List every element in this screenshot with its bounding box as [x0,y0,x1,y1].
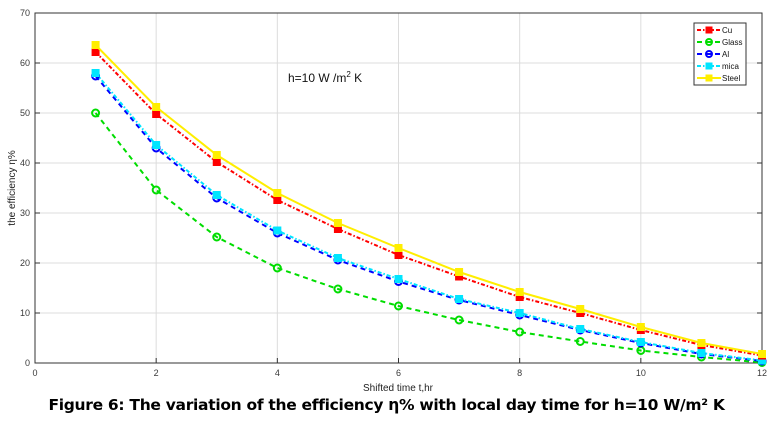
data-point-mica [455,295,464,303]
data-point-glass [333,284,343,294]
legend-item-mica: mica [697,62,739,71]
legend: Cu Glass Al mica Steel [693,22,747,86]
legend-marker [705,50,713,58]
data-point-mica [697,349,706,357]
x-axis-ticks: 0 2 4 6 8 10 12 [32,358,767,378]
x-tick-label: 12 [757,368,767,378]
annotation-h-value: h=10 W /m2 K [288,70,362,85]
x-tick-label: 0 [32,368,37,378]
legend-marker [705,38,713,46]
legend-item-glass: Glass [697,38,742,47]
y-tick-label: 20 [20,258,30,268]
y-axis-ticks: 0 10 20 30 40 50 60 70 [20,8,762,368]
data-point-mica [636,338,645,346]
data-point-glass [515,327,525,337]
series-mica [91,69,766,365]
y-tick-label: 50 [20,108,30,118]
grid [35,13,762,363]
data-point-steel [515,288,524,296]
data-point-glass [454,315,464,325]
data-point-cu [212,158,221,166]
figure-caption: Figure 6: The variation of the efficienc… [48,396,725,414]
legend-marker [705,26,713,34]
data-point-steel [394,244,403,252]
data-point-mica [273,226,282,235]
legend-marker [705,62,713,70]
data-point-mica [212,191,221,199]
data-point-steel [636,323,645,331]
legend-item-steel: Steel [697,74,740,83]
y-tick-label: 10 [20,308,30,318]
data-point-steel [758,350,766,358]
series-line-al [94,75,763,362]
series-glass [91,108,767,367]
series-line-glass [94,112,763,364]
data-point-mica [91,69,100,77]
series-line-mica [94,72,763,362]
data-point-cu [91,48,100,56]
legend-label: mica [722,62,739,71]
data-point-mica [152,141,161,149]
data-point-cu [152,110,161,118]
legend-item-al: Al [697,50,729,59]
data-point-steel [697,339,706,347]
x-tick-label: 8 [517,368,522,378]
legend-label: Cu [722,26,732,35]
data-point-steel [455,268,464,276]
y-tick-label: 60 [20,58,30,68]
data-point-steel [333,219,342,227]
series-layer [91,41,767,367]
data-point-steel [273,189,282,197]
y-tick-label: 70 [20,8,30,18]
series-line-cu [94,51,763,357]
data-point-glass [91,108,101,118]
x-tick-label: 6 [396,368,401,378]
data-point-cu [394,251,403,259]
x-tick-label: 4 [275,368,280,378]
data-point-cu [273,196,282,204]
legend-marker [705,74,713,82]
efficiency-chart: 0 2 4 6 8 10 12 0 10 20 30 40 50 60 70 h=10 W /m2 K S… [7,8,767,394]
data-point-mica [333,254,342,262]
data-point-steel [212,151,221,159]
y-tick-label: 40 [20,158,30,168]
data-point-steel [576,305,585,313]
data-point-steel [91,41,100,49]
x-axis-label: Shifted time t,hr [363,383,434,394]
legend-item-cu: Cu [697,26,732,35]
series-steel [91,41,766,358]
data-point-glass [575,337,585,346]
x-tick-label: 2 [154,368,159,378]
legend-label: Al [722,50,729,59]
data-point-glass [394,301,403,311]
data-point-glass [212,232,222,242]
series-line-steel [94,44,763,355]
legend-label: Steel [722,74,740,83]
data-point-mica [515,309,524,317]
data-point-glass [151,185,161,195]
y-tick-label: 30 [20,208,30,218]
y-axis-label: the efficiency η% [7,150,18,226]
data-point-mica [576,325,585,333]
x-tick-label: 10 [636,368,646,378]
data-point-steel [152,103,161,111]
data-point-glass [272,263,282,273]
y-tick-label: 0 [25,358,30,368]
legend-label: Glass [722,38,742,47]
data-point-mica [394,275,403,283]
